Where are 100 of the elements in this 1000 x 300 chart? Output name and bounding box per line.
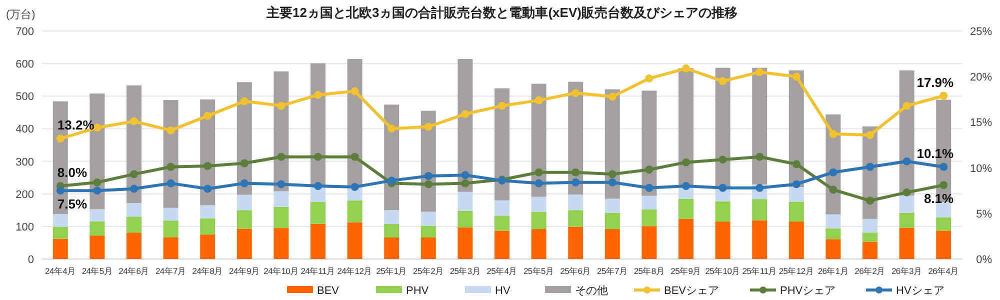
x-tick-label: 25年1月 [376,266,407,276]
y-tick-label: 400 [16,124,34,136]
bar [420,238,436,259]
point [572,168,580,176]
bar [126,216,142,233]
x-tick-label: 24年8月 [192,266,223,276]
bar [163,208,178,221]
bar [936,217,952,231]
x-tick-label: 25年11月 [742,266,777,276]
bar [788,187,804,202]
bar [236,228,252,259]
bar [458,210,473,228]
y-tick-label: 600 [16,58,34,71]
point [866,162,874,171]
point [461,110,470,118]
point [130,184,138,193]
point [240,159,248,168]
point [940,181,948,190]
point [902,188,911,196]
legend-label: PHV [406,285,430,297]
x-tick-label: 24年9月 [229,266,260,276]
bar [52,226,68,239]
bar [604,212,620,230]
point [902,102,911,110]
bar [384,238,400,259]
bar [568,226,584,259]
legend-label: BEVシェア [664,285,720,297]
data-label: 17.9% [916,74,954,90]
point [718,184,727,192]
x-tick-label: 24年11月 [300,266,336,276]
point [93,124,102,132]
bar [494,88,510,200]
point [130,170,138,178]
bar [678,68,694,186]
point [388,176,396,185]
point [866,196,874,205]
bar [826,214,841,228]
y-tick-label: 500 [16,91,34,104]
y-tick-label: 200 [16,188,34,201]
bar [384,224,400,238]
x-tick-label: 25年5月 [523,266,554,276]
y2-tick-label: 25% [970,26,992,38]
point [792,72,800,81]
data-label: 8.1% [924,191,954,206]
y2-tick-label: 10% [970,162,992,175]
bar [458,227,473,259]
point [240,97,248,106]
x-tick-label: 25年6月 [560,266,591,276]
x-tick-label: 24年7月 [155,266,186,276]
y-axis-title: (万台) [6,8,36,21]
x-tick-label: 25年3月 [450,266,481,276]
point [461,179,470,188]
bar [274,228,289,259]
point [792,160,800,168]
legend-label: HV [495,285,511,297]
bar [126,202,142,217]
bar [568,210,584,227]
bar [715,222,730,259]
bar [899,212,914,228]
bar [862,218,878,233]
bar [420,226,436,238]
bar [310,202,326,224]
point [608,170,616,178]
data-label: 10.1% [916,146,954,161]
bar [384,210,400,224]
legend-label: HVシェア [896,285,944,297]
point [498,102,506,110]
bar [715,201,730,222]
bar [494,216,510,231]
point [204,162,212,170]
legend-label: PHVシェア [780,285,836,297]
x-tick-label: 25年12月 [778,266,814,276]
point [829,186,838,194]
y2-tick-label: 15% [970,117,992,130]
x-tick-label: 24年6月 [118,266,150,276]
point [204,112,212,120]
point [572,89,580,98]
point [56,134,64,143]
point [461,171,470,180]
point [645,184,654,192]
point [277,152,286,161]
bar [90,236,105,259]
bar [52,214,68,227]
x-tick-label: 25年7月 [597,266,628,276]
point [718,156,727,164]
bar [126,232,142,259]
bar [752,199,768,220]
point [756,68,764,76]
x-tick-label: 24年5月 [82,266,113,276]
point [93,186,102,195]
x-tick-label: 26年4月 [928,266,959,276]
bar [236,194,252,210]
bar [90,209,105,222]
bar [678,218,694,259]
point [424,172,432,180]
bar [788,222,804,259]
point [314,152,322,161]
bar [347,222,362,259]
bar [531,196,546,212]
bar [310,224,326,259]
